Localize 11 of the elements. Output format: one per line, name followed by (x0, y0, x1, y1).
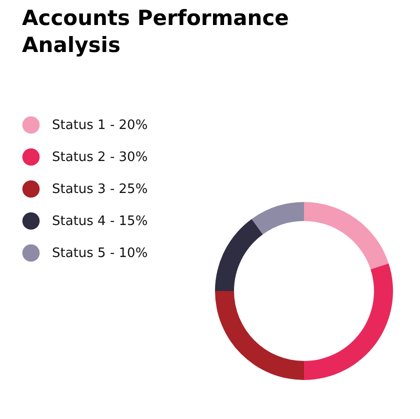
donut-slice (304, 202, 389, 270)
donut-slice (252, 202, 304, 234)
legend-label: Status 4 - 15% (52, 214, 148, 229)
chart-title: Accounts Performance Analysis (22, 6, 289, 57)
legend-label: Status 1 - 20% (52, 118, 148, 133)
legend-label: Status 2 - 30% (52, 150, 148, 165)
donut-slice (304, 263, 393, 380)
legend-label: Status 3 - 25% (52, 182, 148, 197)
donut-slice (215, 218, 263, 291)
donut-slice (215, 291, 304, 380)
legend-label: Status 5 - 10% (52, 246, 148, 261)
